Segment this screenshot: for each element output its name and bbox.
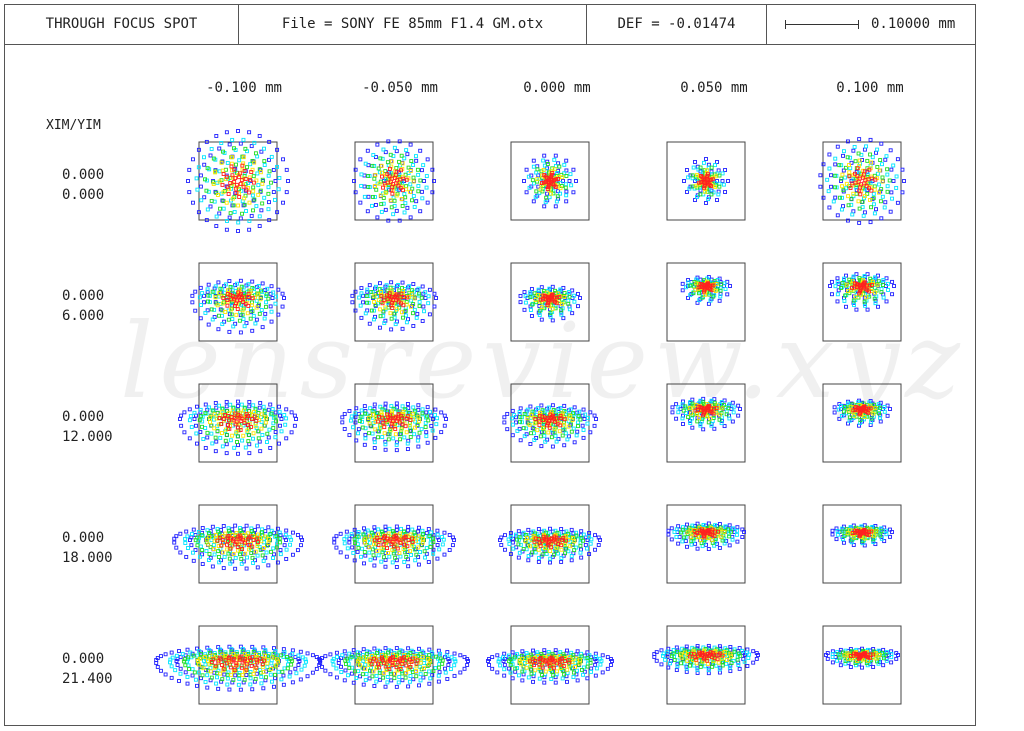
- spot-box: [354, 504, 434, 584]
- file-name: File = SONY FE 85mm F1.4 GM.otx: [239, 5, 587, 44]
- spot-pattern: [154, 644, 322, 692]
- field-yim: 6.000: [62, 308, 105, 324]
- spot-box: [822, 141, 902, 221]
- field-xim: 0.000: [62, 288, 105, 304]
- spot-box: [822, 262, 902, 342]
- spot-pattern: [652, 643, 760, 676]
- spot-pattern: [666, 521, 746, 552]
- spot-pattern: [352, 139, 436, 223]
- spot-pattern: [680, 275, 732, 306]
- spot-pattern: [318, 646, 470, 689]
- spot-pattern: [486, 648, 614, 685]
- spot-pattern: [682, 157, 730, 205]
- column-label: -0.100 mm: [206, 80, 282, 96]
- spot-box: [510, 141, 590, 221]
- spot-pattern: [522, 153, 578, 209]
- field-label: 0.000 21.400: [62, 649, 132, 689]
- spot-pattern: [186, 129, 290, 233]
- spot-pattern: [518, 284, 582, 323]
- scale-value: 0.10000 mm: [871, 16, 956, 32]
- header-bar: THROUGH FOCUS SPOT File = SONY FE 85mm F…: [5, 5, 975, 45]
- spot-box: [666, 504, 746, 584]
- field-xim: 0.000: [62, 409, 105, 425]
- spot-pattern: [818, 137, 906, 225]
- field-label: 0.000 0.000: [62, 165, 132, 205]
- spot-pattern: [828, 272, 896, 312]
- spot-pattern: [340, 401, 448, 453]
- field-label: 0.000 12.000: [62, 407, 132, 447]
- column-label: -0.050 mm: [362, 80, 438, 96]
- field-xim: 0.000: [62, 651, 105, 667]
- spot-pattern: [670, 396, 742, 432]
- spot-box: [666, 625, 746, 705]
- spot-pattern: [190, 278, 286, 335]
- spot-box: [666, 141, 746, 221]
- field-xim: 0.000: [62, 167, 105, 183]
- spot-pattern: [350, 280, 438, 332]
- scale-bar: [785, 20, 859, 29]
- spot-box: [822, 504, 902, 584]
- field-yim: 21.400: [62, 671, 113, 687]
- spot-box: [354, 383, 434, 463]
- field-xim: 0.000: [62, 530, 105, 546]
- spot-pattern: [498, 526, 602, 565]
- column-label: 0.100 mm: [836, 80, 904, 96]
- field-label: 0.000 18.000: [62, 528, 132, 568]
- field-label: 0.000 6.000: [62, 286, 132, 326]
- spot-pattern: [172, 523, 304, 571]
- spot-box: [354, 262, 434, 342]
- spot-box: [354, 625, 434, 705]
- spot-pattern: [824, 646, 900, 670]
- spot-pattern: [502, 403, 598, 449]
- spot-pattern: [832, 398, 892, 428]
- field-yim: 0.000: [62, 187, 105, 203]
- spot-pattern: [332, 524, 456, 569]
- scale-legend: 0.10000 mm: [767, 5, 975, 44]
- defocus-value: DEF = -0.01474: [587, 5, 767, 44]
- spot-box: [666, 383, 746, 463]
- column-label: 0.000 mm: [523, 80, 591, 96]
- field-header: XIM/YIM: [46, 118, 101, 133]
- diagram-title: THROUGH FOCUS SPOT: [5, 5, 239, 44]
- spot-box: [822, 383, 902, 463]
- spot-box: [510, 262, 590, 342]
- spot-pattern: [830, 523, 894, 548]
- spot-box: [354, 141, 434, 221]
- field-yim: 12.000: [62, 429, 113, 445]
- column-label: 0.050 mm: [680, 80, 748, 96]
- spot-box: [666, 262, 746, 342]
- spot-box: [822, 625, 902, 705]
- spot-pattern: [178, 399, 298, 456]
- diagram-frame: THROUGH FOCUS SPOT File = SONY FE 85mm F…: [4, 4, 976, 726]
- field-yim: 18.000: [62, 550, 113, 566]
